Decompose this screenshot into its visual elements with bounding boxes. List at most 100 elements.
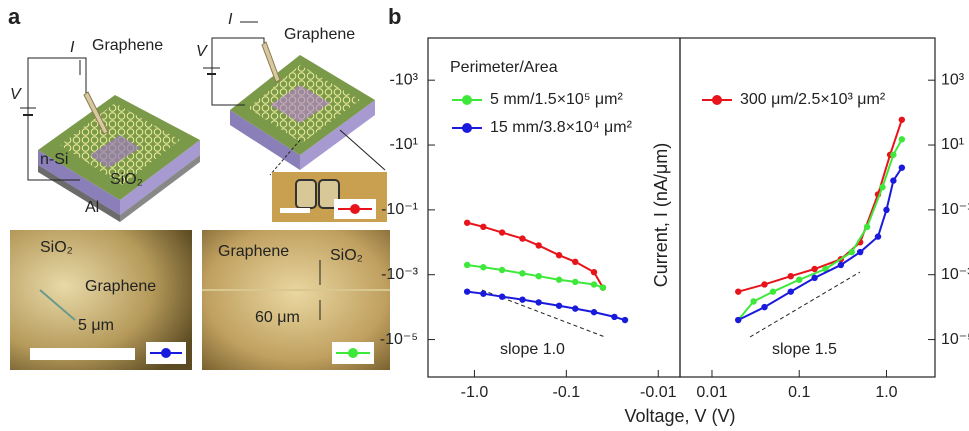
- data-point: [556, 277, 562, 283]
- label: V: [196, 43, 208, 60]
- scale-bar: [30, 348, 135, 360]
- series-line: [467, 265, 603, 288]
- scale-bar: [280, 208, 310, 213]
- label: Graphene: [218, 243, 289, 260]
- legend-title: Perimeter/Area: [450, 59, 558, 76]
- data-point: [883, 207, 889, 213]
- data-point: [572, 259, 578, 265]
- panel-label: b: [388, 4, 401, 29]
- legend-label: 300 μm/2.5×10³ μm²: [740, 91, 886, 108]
- page: a b I Graphene V n-Si SiO₂ Al I: [0, 0, 969, 431]
- micrograph-right: Graphene SiO₂ 60 μm: [202, 230, 390, 370]
- label: Graphene: [284, 26, 355, 43]
- data-point: [556, 303, 562, 309]
- data-point: [875, 233, 881, 239]
- marker: [350, 204, 360, 214]
- data-point: [572, 305, 578, 311]
- series-line: [467, 292, 625, 320]
- probe: [262, 42, 280, 82]
- x-tick-label: -1.0: [461, 384, 489, 401]
- label: Graphene: [85, 278, 156, 295]
- data-point: [535, 242, 541, 248]
- data-point: [519, 235, 525, 241]
- y-tick-label: 10³: [941, 71, 965, 88]
- data-point: [480, 224, 486, 230]
- zoom-line: [340, 130, 385, 170]
- label: 60 μm: [255, 309, 300, 326]
- data-point: [788, 288, 794, 294]
- plot-frame: [428, 38, 680, 377]
- data-point: [499, 267, 505, 273]
- label: SiO₂: [330, 247, 363, 264]
- x-axis-label: Voltage, V (V): [624, 406, 735, 426]
- data-point: [864, 224, 870, 230]
- x-tick-label: 0.1: [788, 384, 810, 401]
- data-point: [770, 288, 776, 294]
- data-point: [556, 252, 562, 258]
- figure: a b I Graphene V n-Si SiO₂ Al I: [0, 0, 969, 431]
- x-tick-label: 1.0: [875, 384, 897, 401]
- data-point: [811, 266, 817, 272]
- y-tick-label: -10³: [390, 71, 419, 88]
- marker: [161, 348, 171, 358]
- data-point: [796, 277, 802, 283]
- slope-guide: [750, 272, 860, 337]
- data-point: [838, 262, 844, 268]
- data-point: [849, 249, 855, 255]
- x-tick-label: 0.01: [696, 384, 727, 401]
- data-point: [480, 290, 486, 296]
- data-point: [591, 309, 597, 315]
- series-line: [738, 139, 902, 320]
- legend-swatch: [712, 95, 722, 105]
- legend-swatch: [462, 95, 472, 105]
- data-point: [464, 288, 470, 294]
- label: SiO₂: [40, 239, 73, 256]
- data-point: [890, 177, 896, 183]
- label: V: [10, 86, 22, 103]
- label: Graphene: [92, 37, 163, 54]
- label: I: [70, 39, 75, 56]
- label: n-Si: [40, 151, 68, 168]
- y-tick-label: 10¹: [941, 136, 964, 153]
- x-tick-label: -0.1: [553, 384, 581, 401]
- data-point: [735, 288, 741, 294]
- label: I: [228, 11, 233, 28]
- data-point: [464, 262, 470, 268]
- micrograph-left: SiO₂ Graphene 5 μm: [10, 230, 192, 370]
- y-tick-label: -10⁻⁵: [380, 331, 418, 348]
- y-axis-label: Current, I (nA/μm): [651, 143, 671, 287]
- annotation: slope 1.0: [500, 341, 565, 358]
- legend-swatch: [462, 123, 472, 133]
- data-point: [890, 152, 896, 158]
- label: 5 μm: [78, 317, 114, 334]
- data-point: [519, 296, 525, 302]
- data-point: [857, 249, 863, 255]
- data-point: [899, 136, 905, 142]
- data-point: [811, 275, 817, 281]
- legend-label: 5 mm/1.5×10⁵ μm²: [490, 91, 623, 108]
- data-point: [464, 220, 470, 226]
- data-point: [519, 270, 525, 276]
- y-tick-label: 10⁻¹: [941, 201, 969, 218]
- data-point: [761, 281, 767, 287]
- data-point: [499, 293, 505, 299]
- data-point: [591, 269, 597, 275]
- schematic-right: I Graphene V: [196, 11, 387, 222]
- x-tick-label: -0.01: [640, 384, 677, 401]
- device: [296, 180, 316, 208]
- data-point: [591, 281, 597, 287]
- data-point: [572, 279, 578, 285]
- schematic-left: I Graphene V n-Si SiO₂ Al: [10, 37, 200, 222]
- y-tick-label: -10⁻³: [381, 266, 419, 283]
- marker: [348, 348, 358, 358]
- data-point: [535, 273, 541, 279]
- y-tick-label: 10⁻⁵: [941, 331, 969, 348]
- series-line: [467, 223, 603, 288]
- panel-label: a: [8, 4, 21, 29]
- data-point: [788, 273, 794, 279]
- plot-frame: [680, 38, 935, 377]
- y-tick-label: 10⁻³: [941, 266, 969, 283]
- series-line: [738, 120, 902, 292]
- legend-label: 15 mm/3.8×10⁴ μm²: [490, 119, 633, 136]
- data-point: [611, 314, 617, 320]
